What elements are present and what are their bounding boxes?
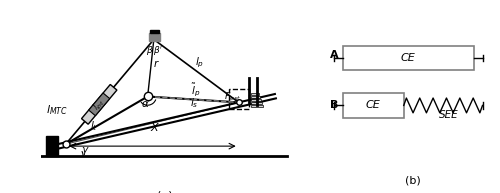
Polygon shape (88, 93, 110, 116)
Text: $l_t$: $l_t$ (90, 119, 98, 133)
Bar (251, 102, 262, 104)
Polygon shape (82, 85, 117, 124)
Text: (a): (a) (157, 191, 173, 193)
Text: $\beta$: $\beta$ (146, 44, 153, 57)
Text: (b): (b) (404, 175, 420, 185)
Text: $\alpha$: $\alpha$ (141, 99, 150, 109)
Text: $r$: $r$ (153, 58, 160, 69)
Bar (46, 136, 58, 156)
Text: $X$: $X$ (150, 121, 160, 133)
Text: $l_s$: $l_s$ (190, 96, 198, 110)
FancyBboxPatch shape (342, 46, 474, 70)
Text: $\beta'$: $\beta'$ (152, 44, 162, 57)
FancyBboxPatch shape (342, 93, 404, 118)
Bar (251, 99, 262, 101)
Text: $F_{ext}$: $F_{ext}$ (224, 91, 242, 103)
Text: $l_{MTC}$: $l_{MTC}$ (46, 104, 68, 117)
Bar (251, 93, 260, 96)
Bar (251, 96, 260, 98)
Text: $l_{int}$: $l_{int}$ (90, 95, 108, 113)
Text: $\tilde{l}_p$: $\tilde{l}_p$ (191, 82, 200, 99)
Text: $l_p$: $l_p$ (196, 55, 204, 69)
Text: CE: CE (401, 53, 415, 63)
Text: A: A (330, 50, 339, 60)
Text: $\gamma$: $\gamma$ (82, 145, 90, 157)
Text: CE: CE (366, 100, 380, 110)
Text: B: B (330, 100, 338, 110)
Bar (228, 89, 248, 109)
Bar (251, 105, 264, 107)
Bar (150, 30, 159, 33)
Bar (149, 33, 160, 41)
Text: SEE: SEE (438, 110, 458, 120)
